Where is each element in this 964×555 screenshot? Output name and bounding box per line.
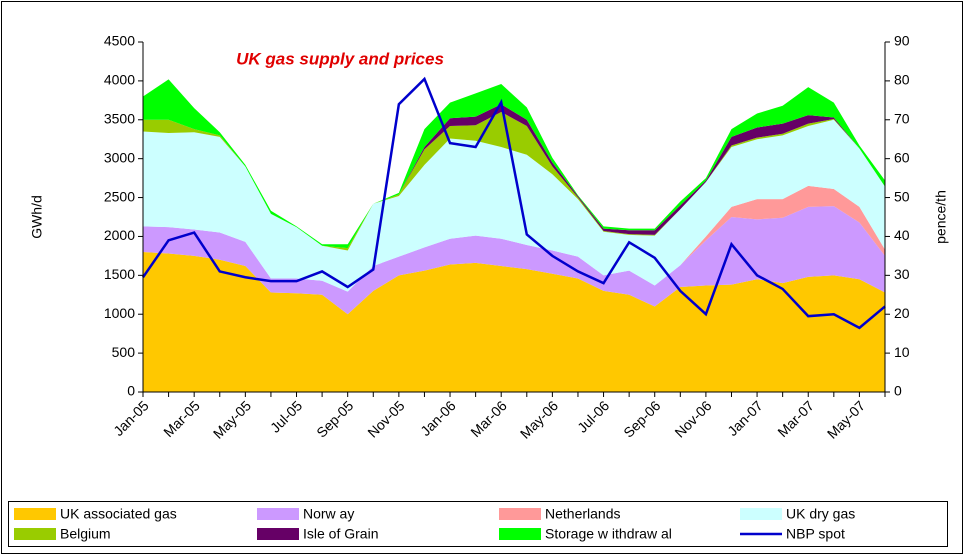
y-tick-label: 3500 bbox=[104, 110, 135, 126]
y2-tick-label: 0 bbox=[894, 383, 902, 399]
legend-label: Netherlands bbox=[545, 506, 621, 522]
area bbox=[143, 79, 885, 249]
y2-tick-label: 70 bbox=[894, 110, 910, 126]
area bbox=[143, 185, 885, 292]
legend-swatch bbox=[14, 508, 56, 520]
legend-swatch bbox=[499, 508, 541, 520]
nbp-line bbox=[141, 76, 886, 330]
chart-title: UK gas supply and prices bbox=[236, 49, 444, 68]
legend-label: Isle of Grain bbox=[303, 526, 378, 542]
y-tick-label: 4000 bbox=[104, 72, 135, 88]
plot-area bbox=[141, 76, 886, 392]
y-tick-label: 1000 bbox=[104, 305, 135, 321]
y2-tick-label: 20 bbox=[894, 305, 910, 321]
legend-swatch bbox=[499, 528, 541, 540]
legend-label: Belgium bbox=[60, 526, 111, 542]
y2-tick-label: 50 bbox=[894, 188, 910, 204]
y2-tick-label: 30 bbox=[894, 266, 910, 282]
area bbox=[143, 104, 885, 249]
y-tick-label: 2500 bbox=[104, 188, 135, 204]
area bbox=[143, 252, 885, 392]
area bbox=[143, 119, 885, 292]
legend-swatch bbox=[740, 508, 782, 520]
area bbox=[143, 206, 885, 315]
legend-swatch bbox=[257, 528, 299, 540]
y2-tick-label: 80 bbox=[894, 72, 910, 88]
y2-tick-label: 40 bbox=[894, 227, 910, 243]
legend-label: NBP spot bbox=[786, 526, 845, 542]
legend bbox=[8, 501, 948, 547]
legend-label: UK dry gas bbox=[786, 506, 855, 522]
y-tick-label: 500 bbox=[112, 344, 136, 360]
y-axis-label: GWh/d bbox=[29, 195, 45, 239]
y-tick-label: 1500 bbox=[104, 266, 135, 282]
legend-swatch bbox=[14, 528, 56, 540]
y2-tick-label: 90 bbox=[894, 33, 910, 49]
y2-tick-label: 60 bbox=[894, 149, 910, 165]
legend-label: UK associated gas bbox=[60, 506, 177, 522]
y-tick-label: 3000 bbox=[104, 149, 135, 165]
legend-label: Norw ay bbox=[303, 506, 354, 522]
area bbox=[143, 112, 885, 251]
y-tick-label: 4500 bbox=[104, 33, 135, 49]
y-tick-label: 2000 bbox=[104, 227, 135, 243]
legend-swatch bbox=[257, 508, 299, 520]
y2-axis-label: pence/th bbox=[933, 190, 949, 244]
y2-tick-label: 10 bbox=[894, 344, 910, 360]
y-tick-label: 0 bbox=[127, 383, 135, 399]
legend-label: Storage w ithdraw al bbox=[545, 526, 672, 542]
